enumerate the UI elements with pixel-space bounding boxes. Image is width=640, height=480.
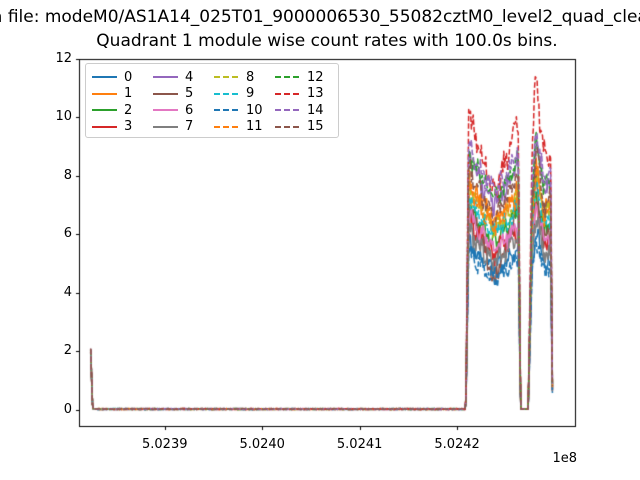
legend-line-sample (153, 92, 178, 95)
x-tick-label: 5.0240 (239, 437, 285, 452)
legend-item-4: 4 (153, 69, 214, 86)
x-tick-label: 5.0239 (142, 437, 188, 452)
legend-item-6: 6 (153, 102, 214, 119)
legend-line-sample (92, 92, 117, 95)
legend-line-sample (214, 76, 239, 79)
legend-line-sample (92, 76, 117, 79)
legend-label: 6 (185, 102, 194, 118)
legend-item-13: 13 (275, 86, 336, 103)
legend-label: 2 (124, 102, 133, 118)
y-tick-label: 6 (63, 226, 72, 242)
legend-line-sample (275, 76, 300, 79)
y-tick-label: 4 (63, 284, 72, 300)
legend-label: 7 (185, 119, 194, 135)
legend-label: 11 (246, 119, 263, 135)
legend-item-7: 7 (153, 119, 214, 136)
legend-label: 13 (307, 86, 324, 102)
x-tick-label: 5.0242 (434, 437, 480, 452)
x-tick-label: 5.0241 (336, 437, 383, 452)
legend-item-3: 3 (92, 119, 153, 136)
legend-label: 15 (307, 119, 324, 135)
legend-item-9: 9 (214, 86, 275, 103)
y-tick-label: 12 (55, 51, 72, 66)
legend: 0 1 2 3 4 5 6 7 8 9 10 11 12 13 14 15 (85, 63, 339, 138)
legend-line-sample (92, 125, 117, 128)
legend-item-8: 8 (214, 69, 275, 86)
y-tick-label: 8 (63, 167, 72, 183)
legend-label: 14 (307, 102, 324, 118)
legend-item-14: 14 (275, 102, 336, 119)
y-tick-label: 0 (63, 401, 72, 417)
legend-item-0: 0 (92, 69, 153, 86)
legend-item-5: 5 (153, 86, 214, 103)
legend-label: 10 (246, 102, 263, 118)
legend-label: 0 (124, 69, 133, 85)
axes-title: Quadrant 1 module wise count rates with … (96, 31, 558, 51)
suptitle-text: file: modeM0/AS1A14_025T01_9000006530_55… (7, 7, 640, 27)
y-tick-label: 2 (63, 343, 72, 359)
legend-item-1: 1 (92, 86, 153, 103)
legend-item-2: 2 (92, 102, 153, 119)
legend-line-sample (214, 92, 239, 95)
legend-line-sample (153, 125, 178, 128)
legend-item-10: 10 (214, 102, 275, 119)
legend-line-sample (153, 76, 178, 79)
legend-item-12: 12 (275, 69, 336, 86)
legend-line-sample (275, 125, 300, 128)
legend-line-sample (153, 109, 178, 112)
figure-suptitle: a file: modeM0/AS1A14_025T01_9000006530_… (0, 7, 640, 27)
legend-label: 3 (124, 119, 133, 135)
legend-line-sample (214, 125, 239, 128)
legend-line-sample (275, 109, 300, 112)
suptitle-clipped-char: a (0, 7, 2, 27)
legend-item-15: 15 (275, 119, 336, 136)
legend-line-sample (92, 109, 117, 112)
legend-line-sample (214, 109, 239, 112)
legend-label: 12 (307, 69, 324, 85)
legend-label: 9 (246, 86, 255, 102)
legend-item-11: 11 (214, 119, 275, 136)
legend-label: 8 (246, 69, 255, 85)
legend-label: 4 (185, 69, 194, 85)
x-axis-offset-label: 1e8 (552, 451, 577, 466)
legend-label: 5 (185, 86, 194, 102)
y-tick-label: 10 (55, 109, 72, 125)
legend-label: 1 (124, 86, 133, 102)
legend-line-sample (275, 92, 300, 95)
